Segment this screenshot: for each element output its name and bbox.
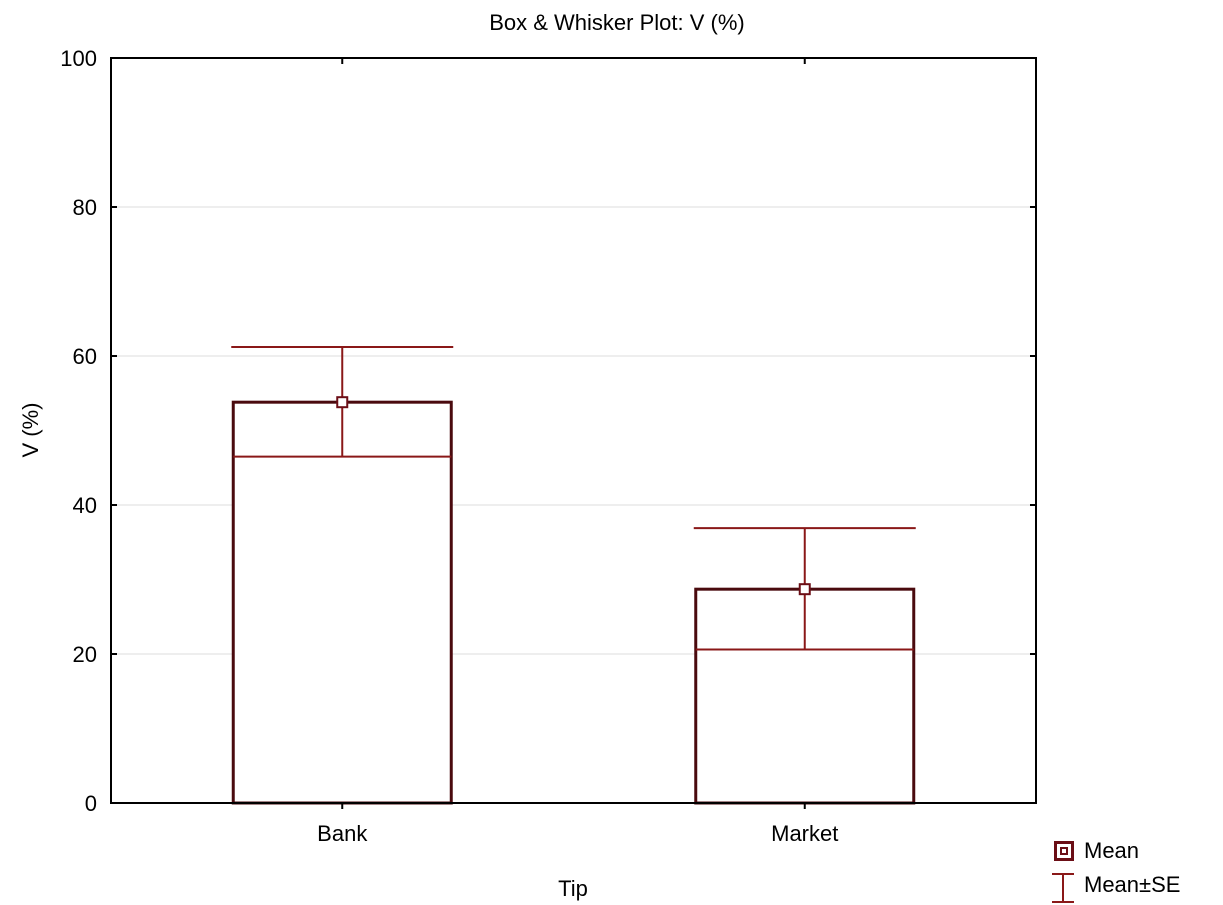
plot-area-border — [110, 57, 1037, 804]
mean-marker-market — [798, 583, 811, 596]
error-bar-icon — [1052, 873, 1076, 903]
y-tick-label: 0 — [85, 791, 97, 816]
x-tick-label-market: Market — [771, 821, 838, 846]
bar-bank — [231, 400, 453, 805]
legend: Mean Mean±SE — [1052, 834, 1181, 903]
legend-item-se: Mean±SE — [1052, 868, 1181, 903]
chart-title: Box & Whisker Plot: V (%) — [489, 10, 745, 35]
boxes — [231, 400, 916, 805]
legend-item-mean: Mean — [1052, 834, 1180, 868]
plot-frame — [110, 57, 1037, 804]
whiskers — [231, 346, 916, 651]
x-axis-ticks: Bank Market — [317, 58, 838, 846]
y-axis-ticks: 0 20 40 60 80 100 — [60, 46, 1036, 816]
y-tick-label: 100 — [60, 46, 97, 71]
y-tick-label: 20 — [73, 642, 97, 667]
x-axis-label: Tip — [558, 876, 588, 901]
mean-marker-bank — [336, 396, 349, 409]
y-axis-label: V (%) — [18, 403, 43, 458]
mean-icon — [1052, 839, 1076, 863]
y-tick-label: 80 — [73, 195, 97, 220]
legend-label-mean: Mean — [1084, 838, 1140, 863]
y-tick-label: 60 — [73, 344, 97, 369]
legend-label-se: Mean±SE — [1084, 872, 1181, 897]
y-tick-label: 40 — [73, 493, 97, 518]
x-tick-label-bank: Bank — [317, 821, 368, 846]
